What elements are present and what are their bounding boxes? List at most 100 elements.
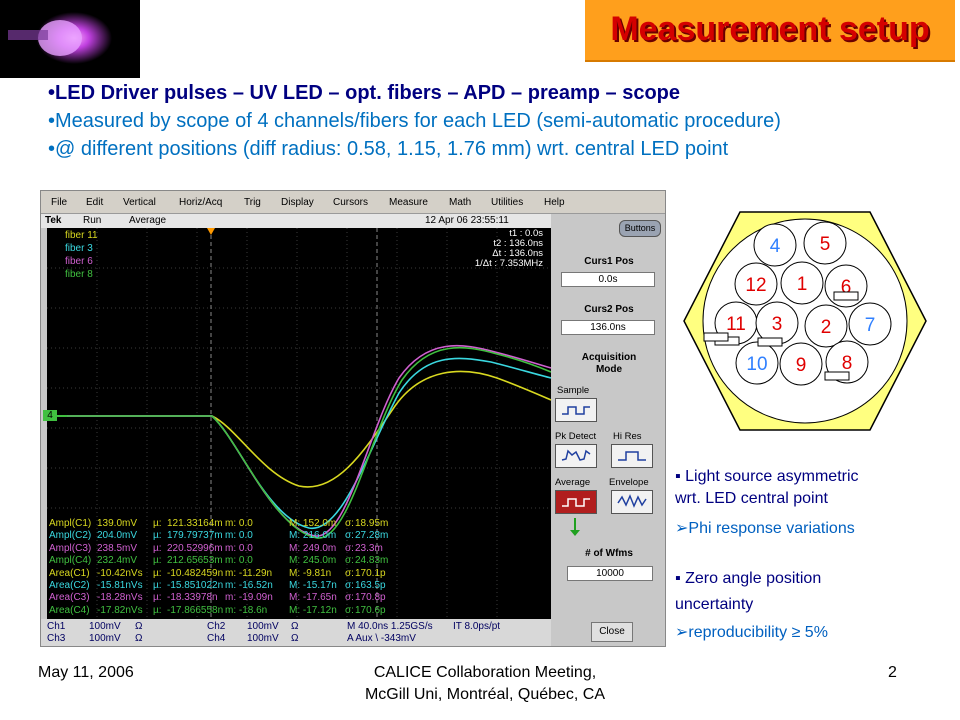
wfms-field[interactable]: 10000 <box>567 566 653 581</box>
menu-display[interactable]: Display <box>281 197 314 208</box>
ch3-scale: 100mV <box>89 633 121 644</box>
measurement-cell: σ: <box>345 530 354 542</box>
fiber-label: 6 <box>841 277 852 298</box>
note-mark: ▪ <box>675 468 681 485</box>
note-text: Phi response variations <box>688 520 855 537</box>
scope-control-panel: Buttons Curs1 Pos 0.0s Curs2 Pos 136.0ns… <box>551 214 665 646</box>
ch1-label[interactable]: Ch1 <box>47 621 66 632</box>
fiber-label: 11 <box>726 314 746 335</box>
waveform-fiber-3 <box>47 357 551 529</box>
average-mode-button[interactable] <box>555 490 597 514</box>
acquisition-mode-label: Mode <box>595 364 623 375</box>
pk-detect-mode-button[interactable] <box>555 444 597 468</box>
measurement-cell: µ: <box>153 567 162 579</box>
menu-math[interactable]: Math <box>449 197 472 208</box>
note-text: Zero angle position <box>685 570 822 587</box>
note-3: ➢Phi response variations <box>675 518 855 538</box>
measurement-cell: σ: <box>345 604 354 616</box>
interpolation-readout: IT 8.0ps/pt <box>453 621 501 632</box>
ch2-label[interactable]: Ch2 <box>207 621 226 632</box>
menu-cursors[interactable]: Cursors <box>333 197 369 208</box>
menu-file[interactable]: File <box>51 197 68 208</box>
measurement-cell: 179.79737m <box>167 530 223 542</box>
buttons-button[interactable]: Buttons <box>619 220 661 237</box>
note-text: reproducibility ≥ 5% <box>688 624 828 641</box>
measurement-cell: µ: <box>153 604 162 616</box>
fiber-5 <box>803 221 847 265</box>
fiber-label: 7 <box>865 315 876 336</box>
note-5: uncertainty <box>675 596 753 614</box>
bullet-mark: • <box>48 138 56 160</box>
ch3-ohm: Ω <box>135 633 143 644</box>
note-text: uncertainty <box>675 596 754 613</box>
measurement-cell: 170.6p <box>355 604 386 616</box>
note-mark: ➢ <box>675 624 689 641</box>
measurement-cell: 238.5mV <box>97 542 138 554</box>
run-status: Run <box>83 215 102 226</box>
measurement-row: Area(C4) -17.82nVs µ: -17.866558n m: -18.6n M… <box>47 605 551 617</box>
sample-label: Sample <box>557 385 590 396</box>
led-image <box>0 0 140 78</box>
ch3-label[interactable]: Ch3 <box>47 633 66 644</box>
measurement-cell: -17.82nVs <box>97 604 143 616</box>
measurement-cell: M: 152.0m <box>289 518 337 529</box>
curs2-pos-field[interactable]: 136.0ns <box>561 320 655 335</box>
measurement-row: Area(C3) -18.28nVs µ: -18.33978n m: -19.09n M… <box>47 592 551 604</box>
measurement-cell: 170.1p <box>355 567 386 579</box>
curs1-pos-field[interactable]: 0.0s <box>561 272 655 287</box>
measurement-cell: -15.851022n <box>167 580 224 591</box>
channel-4-marker[interactable]: 4 <box>43 410 57 421</box>
measurement-cell: m: -16.52n <box>225 580 273 591</box>
note-6: ➢reproducibility ≥ 5% <box>675 622 828 642</box>
measurement-cell: M: -17.65n <box>289 592 337 604</box>
scope-channel-settings: Ch1 100mV Ω Ch2 100mV Ω Ch3 100mV Ω Ch4 … <box>41 619 551 646</box>
bullet-mark: • <box>48 110 56 132</box>
measurement-cell: σ: <box>345 592 354 604</box>
waveform-fiber-8 <box>47 346 551 539</box>
measurement-cell: -10.42nVs <box>97 567 143 579</box>
sample-wave-icon <box>562 406 590 415</box>
menu-trig[interactable]: Trig <box>244 197 261 208</box>
fiber-label: 8 <box>842 353 853 374</box>
sample-mode-button[interactable] <box>555 398 597 422</box>
fiber-label: 1 <box>797 274 808 295</box>
menu-horiz-acq[interactable]: Horiz/Acq <box>179 197 223 208</box>
cursor-t2: t2 : 136.0ns <box>493 238 543 249</box>
menu-edit[interactable]: Edit <box>86 197 104 208</box>
fiber-2 <box>804 304 848 348</box>
measurement-cell: 170.8p <box>355 592 386 604</box>
measurement-cell: 212.65653m <box>167 555 223 567</box>
footer-page-number: 2 <box>888 664 897 681</box>
menu-vertical[interactable]: Vertical <box>123 197 156 208</box>
ch4-label[interactable]: Ch4 <box>207 633 226 644</box>
bullet-text: @ different positions (diff radius: 0.58… <box>55 138 729 160</box>
measurement-cell: Area(C1) <box>49 567 90 579</box>
measurement-cell: Ampl(C2) <box>49 530 92 542</box>
measurement-cell: m: -11.29n <box>225 567 273 579</box>
hi-res-mode-button[interactable] <box>611 444 653 468</box>
close-button[interactable]: Close <box>591 622 633 642</box>
ch1-ohm: Ω <box>135 621 143 632</box>
envelope-label: Envelope <box>609 477 649 488</box>
envelope-mode-button[interactable] <box>611 490 653 514</box>
menu-measure[interactable]: Measure <box>389 197 428 208</box>
title-banner: Measurement setup <box>585 0 955 62</box>
measurement-cell: m: 0.0 <box>225 555 253 567</box>
fiber-arrangement-diagram: 4 5 12 1 6 11 3 2 7 10 9 8 <box>680 210 930 432</box>
average-label: Average <box>555 477 591 488</box>
measurement-cell: 23.3m <box>355 542 383 554</box>
fiber-label: 4 <box>770 236 781 257</box>
measurement-cell: σ: <box>345 567 354 579</box>
measurement-cell: 18.95m <box>355 518 389 529</box>
curs1-pos-label: Curs1 Pos <box>584 256 634 267</box>
measurement-cell: Ampl(C1) <box>49 518 92 529</box>
menu-utilities[interactable]: Utilities <box>491 197 524 208</box>
bullet-mark: • <box>48 82 56 104</box>
measurement-cell: 220.52996m <box>167 542 223 554</box>
measurement-row: Ampl(C4) 232.4mV µ: 212.65653m m: 0.0 M: 245.… <box>47 555 551 567</box>
measurement-cell: M: 249.0m <box>289 542 337 554</box>
menu-help[interactable]: Help <box>544 197 565 208</box>
pk-detect-label: Pk Detect <box>555 431 597 442</box>
note-text: wrt. LED central point <box>675 490 828 507</box>
measurement-cell: 27.28m <box>355 530 389 542</box>
